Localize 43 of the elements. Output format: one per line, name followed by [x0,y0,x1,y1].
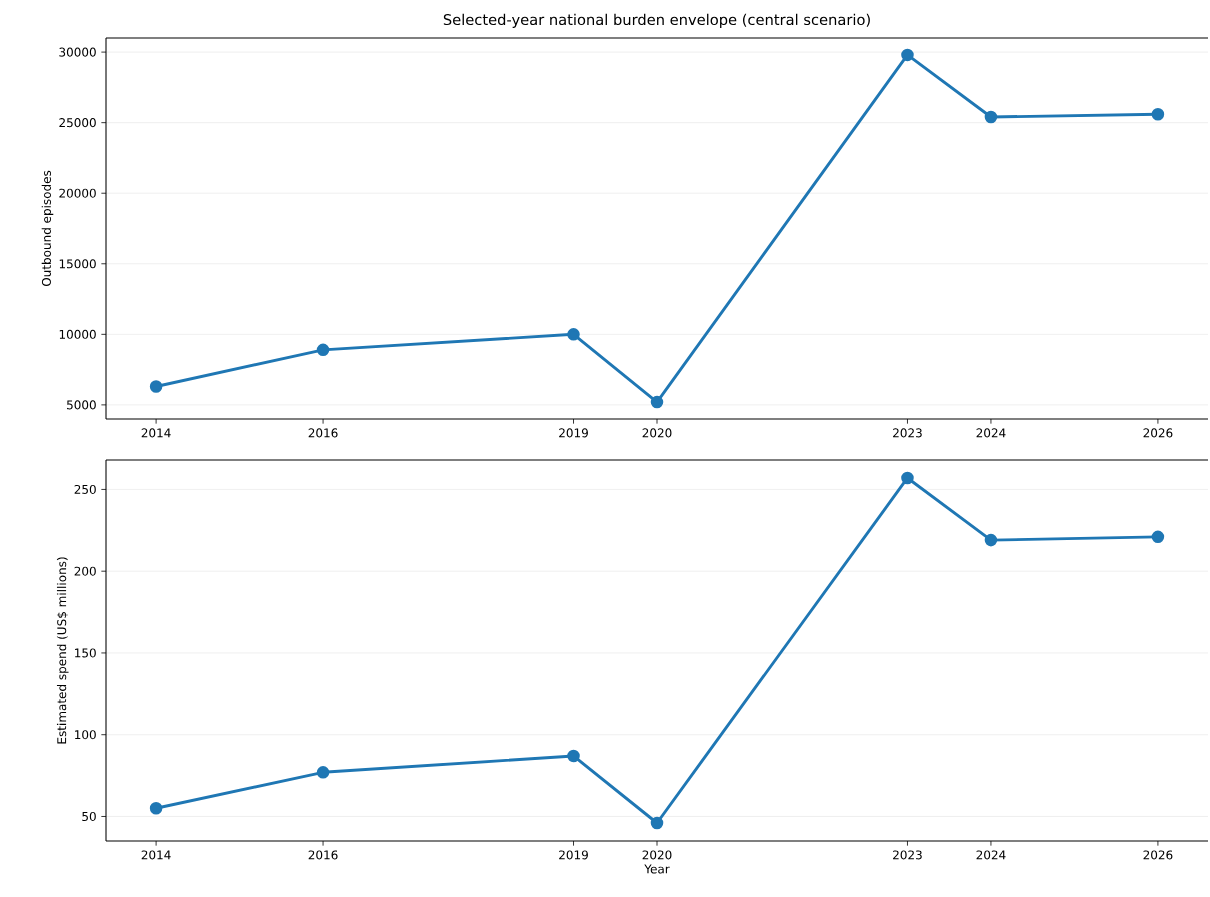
y-tick-label: 15000 [59,259,96,269]
y-tick-label: 30000 [59,47,96,57]
y-tick-label: 10000 [59,329,96,339]
point [567,749,580,763]
x-tick-label: 2019 [559,850,588,860]
y-tick-label: 200 [74,566,96,576]
y-tick-label: 250 [74,484,96,494]
y-axis-title: Estimated spend (US$ millions) [56,557,69,744]
point [567,328,580,341]
x-tick-label: 2016 [308,850,338,860]
point [316,343,330,357]
y-tick-label: 150 [75,648,96,658]
x-tick-label: 2020 [642,850,672,860]
point [984,110,998,124]
x-tick-label: 2019 [559,428,588,438]
chart-title: Selected-year national burden envelope (central scenario) [443,13,870,28]
x-tick-label: 2020 [642,428,672,438]
y-tick-label: 5000 [67,400,96,410]
point [650,395,664,409]
x-tick-label: 2024 [976,428,1006,438]
y-tick-label: 20000 [59,188,96,198]
point [316,766,330,779]
y-axis-title: Outbound episodes [41,170,54,287]
point [1151,530,1165,544]
x-axis-title: Year [644,864,670,874]
x-tick-label: 2026 [1143,428,1173,438]
x-tick-label: 2026 [1143,850,1173,860]
point [984,533,998,547]
x-tick-label: 2014 [141,850,171,860]
x-tick-label: 2023 [893,850,922,860]
point [149,380,163,393]
point [1151,107,1165,121]
y-tick-label: 100 [75,730,96,740]
point [149,802,163,815]
x-tick-label: 2024 [976,850,1006,860]
x-tick-label: 2023 [893,428,922,438]
x-tick-label: 2016 [308,428,338,438]
point [901,48,914,62]
y-tick-label: 25000 [59,118,96,128]
point [901,471,914,485]
x-tick-label: 2014 [141,428,171,438]
y-tick-label: 50 [82,811,96,822]
point [650,816,664,830]
